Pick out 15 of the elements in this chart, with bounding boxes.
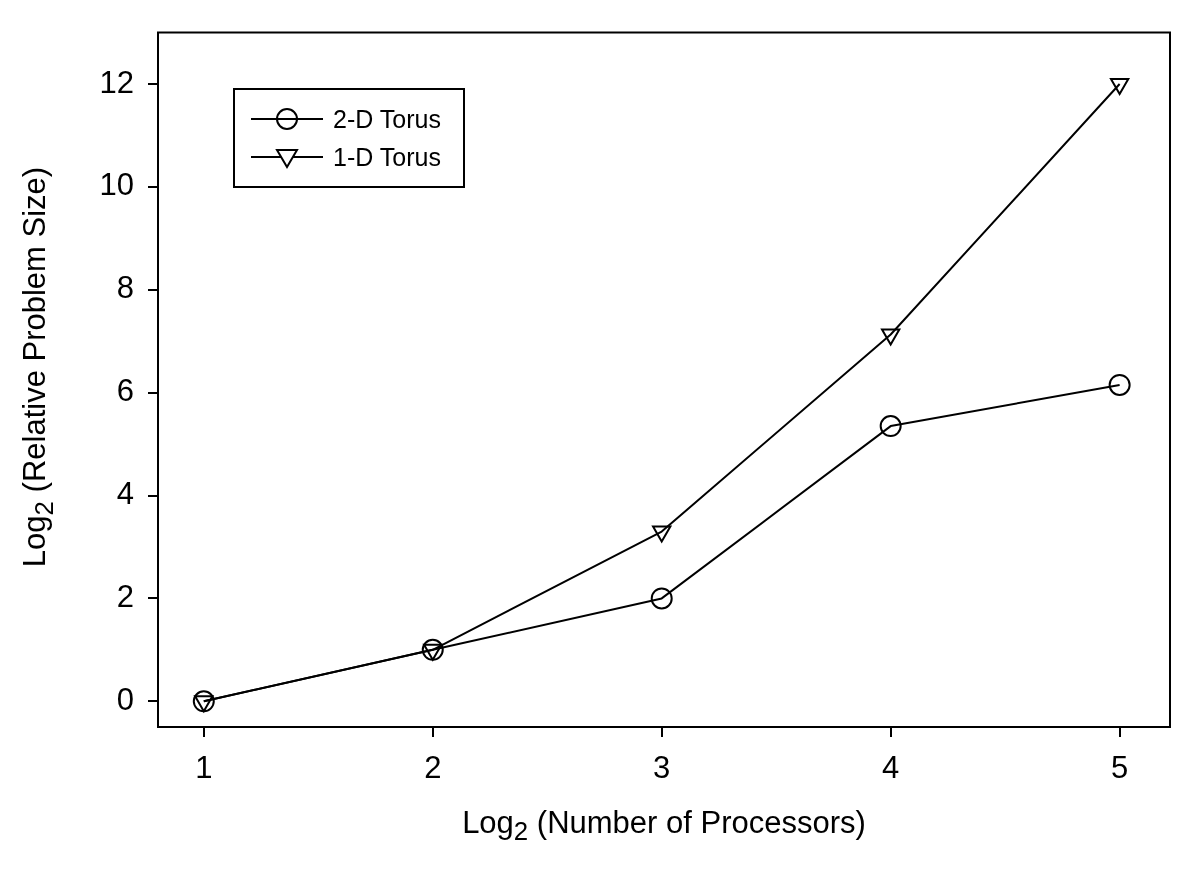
y-tick-label: 6 (116, 373, 134, 409)
x-tick-label: 3 (653, 750, 671, 786)
x-axis-title: Log$_{2}$ (Number of Processors) (461, 805, 867, 847)
x-tick-label: 5 (1111, 750, 1129, 786)
x-tick-label: 1 (195, 750, 213, 786)
y-tick-label: 2 (116, 578, 134, 614)
y-tick-label: 12 (99, 64, 134, 100)
y-tick-label: 4 (116, 476, 134, 512)
y-tick-label: 0 (116, 681, 134, 717)
x-tick-label: 2 (424, 750, 442, 786)
x-tick-label: 4 (882, 750, 900, 786)
y-tick-label: 8 (116, 270, 134, 306)
legend-label: 1-D Torus (333, 142, 441, 172)
legend-label: 2-D Torus (333, 104, 441, 134)
y-tick-label: 10 (99, 167, 134, 203)
